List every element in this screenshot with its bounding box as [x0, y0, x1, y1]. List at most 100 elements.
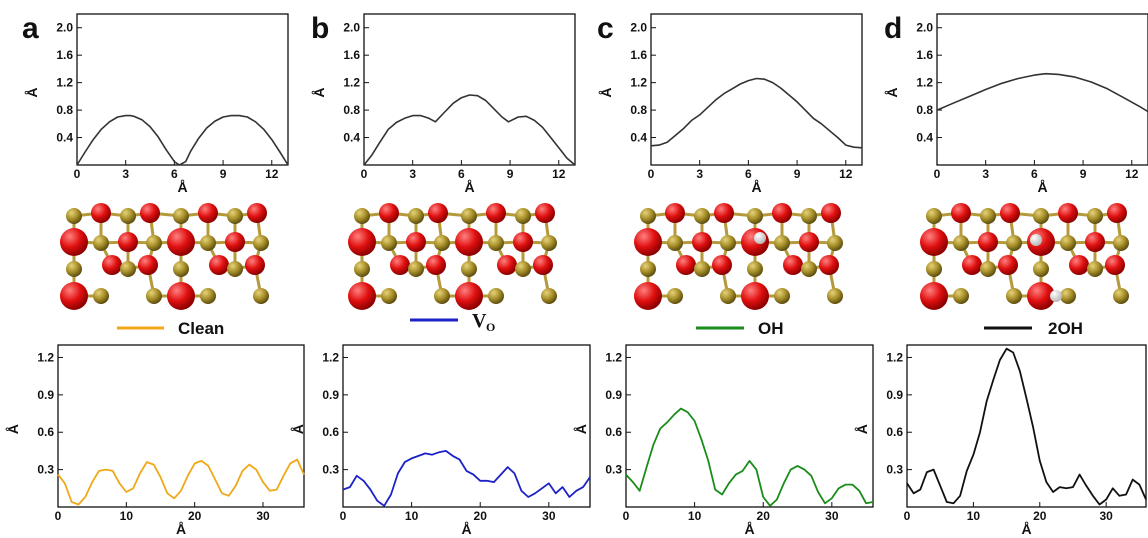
y-tick-label: 1.2: [56, 76, 73, 90]
oxygen-atom: [225, 232, 245, 252]
metal-atom: [980, 208, 996, 224]
metal-atom: [66, 261, 82, 277]
metal-atom: [1006, 288, 1022, 304]
plot-frame: [936, 13, 1148, 166]
oxygen-atom: [486, 203, 506, 223]
oxygen-atom: [426, 255, 446, 275]
metal-atom: [66, 208, 82, 224]
y-tick-label: 2.0: [916, 21, 933, 35]
metal-atom: [1060, 288, 1076, 304]
metal-atom: [461, 208, 477, 224]
oxygen-atom: [247, 203, 267, 223]
metal-atom: [408, 208, 424, 224]
x-tick-label: 3: [409, 167, 416, 181]
y-tick-label: 0.6: [886, 425, 903, 439]
plot-frame: [906, 344, 1147, 508]
metal-atom: [667, 235, 683, 251]
x-tick-label: 3: [122, 167, 129, 181]
oxygen-atom: [821, 203, 841, 223]
oxygen-atom: [1107, 203, 1127, 223]
y-tick-label: 0.8: [630, 103, 647, 117]
x-tick-label: 9: [220, 167, 227, 181]
oxygen-atom: [741, 282, 769, 310]
chart-d-bottom: 0 10 20 30 0.3 0.6 0.9 1.2 Å Å: [854, 344, 1147, 537]
plot-frame: [625, 344, 874, 508]
oxygen-atom: [513, 232, 533, 252]
oxygen-atom: [198, 203, 218, 223]
y-tick-label: 1.2: [605, 350, 622, 364]
x-tick-label: 30: [825, 509, 839, 523]
series-line-b-bottom: [342, 450, 591, 507]
y-tick-label: 0.6: [322, 425, 339, 439]
plot-frame: [363, 13, 576, 166]
chart-d-top: 0 3 6 9 12 0.4 0.8 1.2 1.6 2.0 Å Å: [884, 13, 1148, 195]
metal-atom: [640, 208, 656, 224]
metal-atom: [827, 288, 843, 304]
y-tick-label: 1.2: [37, 350, 54, 364]
oxygen-atom: [665, 203, 685, 223]
metal-atom: [93, 235, 109, 251]
oxygen-atom: [676, 255, 696, 275]
oxygen-atom: [60, 228, 88, 256]
oxygen-atom: [692, 232, 712, 252]
oxygen-atom: [348, 282, 376, 310]
y-tick-label: 1.6: [56, 48, 73, 62]
metal-atom: [408, 261, 424, 277]
y-tick-label: 0.6: [37, 425, 54, 439]
metal-atom: [541, 288, 557, 304]
series-line-b-top: [363, 94, 576, 166]
metal-atom: [354, 261, 370, 277]
y-tick-label: 1.6: [630, 48, 647, 62]
oxygen-atom: [102, 255, 122, 275]
panel-label-d: d: [884, 12, 902, 45]
metal-atom: [434, 235, 450, 251]
metal-atom: [515, 208, 531, 224]
y-tick-label: 1.2: [343, 76, 360, 90]
panel-label-b: b: [311, 12, 329, 45]
y-tick-label: 0.4: [343, 131, 360, 145]
x-tick-label: 20: [188, 509, 202, 523]
x-tick-label: 20: [757, 509, 771, 523]
x-axis-label: Å: [464, 179, 474, 195]
panels: a b c d 0 3 6 9 12 0.4 0.8 1.2 1.6 2.0 Å Å 0 3 6 9 12 0.4 0.8 1…: [5, 12, 1148, 537]
y-tick-label: 1.2: [630, 76, 647, 90]
plot-frame: [76, 13, 289, 166]
y-tick-label: 0.3: [37, 463, 54, 477]
panel-label-a: a: [22, 12, 39, 45]
oxygen-atom: [140, 203, 160, 223]
metal-atom: [1113, 288, 1129, 304]
hydrogen-atom: [1050, 290, 1062, 302]
x-tick-label: 6: [171, 167, 178, 181]
chart-b-bottom: 0 10 20 30 0.3 0.6 0.9 1.2 Å Å: [290, 344, 591, 537]
metal-atom: [926, 208, 942, 224]
y-tick-label: 1.6: [343, 48, 360, 62]
oxygen-atom: [379, 203, 399, 223]
metal-atom: [381, 288, 397, 304]
metal-atom: [541, 235, 557, 251]
series-line-c-bottom: [625, 407, 874, 507]
metal-atom: [434, 288, 450, 304]
metal-atom: [120, 261, 136, 277]
y-axis-label: Å: [24, 87, 40, 97]
oxygen-atom: [1058, 203, 1078, 223]
y-tick-label: 0.3: [886, 463, 903, 477]
x-tick-label: 12: [1125, 167, 1139, 181]
x-tick-label: 0: [74, 167, 81, 181]
chart-c-bottom: 0 10 20 30 0.3 0.6 0.9 1.2 Å Å: [573, 344, 874, 537]
x-axis-label: Å: [461, 521, 471, 537]
legend-label-d: 2OH: [1048, 319, 1083, 338]
metal-atom: [801, 261, 817, 277]
oxygen-atom: [428, 203, 448, 223]
y-tick-label: 0.4: [56, 131, 73, 145]
metal-atom: [354, 208, 370, 224]
x-tick-label: 0: [904, 509, 911, 523]
x-tick-label: 20: [474, 509, 488, 523]
x-tick-label: 9: [794, 167, 801, 181]
x-tick-label: 12: [265, 167, 279, 181]
x-tick-label: 9: [507, 167, 514, 181]
series-line-a-top: [76, 114, 289, 166]
x-tick-label: 30: [256, 509, 270, 523]
oxygen-atom: [634, 282, 662, 310]
oxygen-atom: [1000, 203, 1020, 223]
oxygen-atom: [783, 255, 803, 275]
